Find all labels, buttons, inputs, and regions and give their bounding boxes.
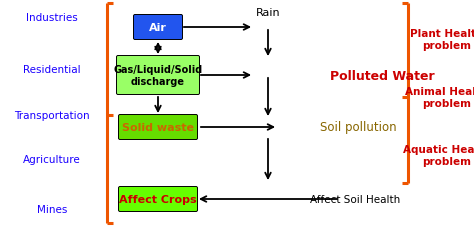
FancyBboxPatch shape bbox=[117, 56, 200, 95]
Text: Soil pollution: Soil pollution bbox=[320, 121, 397, 134]
Text: Plant Health
problem: Plant Health problem bbox=[410, 29, 474, 51]
Text: Transportation: Transportation bbox=[14, 111, 90, 121]
Text: Rain: Rain bbox=[255, 8, 280, 18]
Text: Affect Crops: Affect Crops bbox=[119, 194, 197, 204]
Text: Solid waste: Solid waste bbox=[122, 122, 194, 132]
Text: Gas/Liquid/Solid
discharge: Gas/Liquid/Solid discharge bbox=[113, 65, 202, 86]
FancyBboxPatch shape bbox=[118, 115, 198, 140]
Text: Animal Health
problem: Animal Health problem bbox=[405, 86, 474, 109]
Text: Mines: Mines bbox=[37, 204, 67, 214]
Text: Polluted Water: Polluted Water bbox=[330, 69, 435, 82]
Text: Residential: Residential bbox=[23, 65, 81, 75]
Text: Industries: Industries bbox=[26, 13, 78, 23]
Text: Agriculture: Agriculture bbox=[23, 154, 81, 164]
FancyBboxPatch shape bbox=[118, 187, 198, 212]
FancyBboxPatch shape bbox=[134, 15, 182, 40]
Text: Aquatic Health
problem: Aquatic Health problem bbox=[403, 144, 474, 166]
Text: Affect Soil Health: Affect Soil Health bbox=[310, 194, 400, 204]
Text: Air: Air bbox=[149, 23, 167, 33]
